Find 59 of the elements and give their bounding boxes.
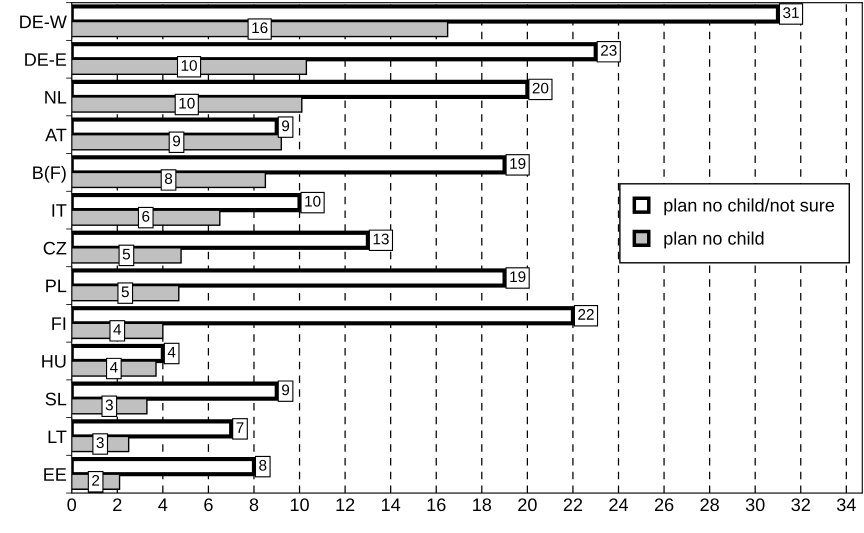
data-label: 13: [374, 234, 389, 244]
x-tick-label: 16: [428, 498, 446, 512]
x-tick-label: 20: [518, 498, 537, 512]
y-tick-label: DE-E: [25, 53, 66, 66]
x-tick-label: 4: [158, 498, 168, 511]
y-tick-label: EE: [44, 468, 66, 481]
x-tick-label: 10: [290, 498, 309, 512]
y-tick-label: FI: [52, 317, 66, 330]
data-label: 10: [179, 98, 195, 109]
data-label: 22: [578, 309, 594, 320]
y-tick-label: B(F): [33, 166, 66, 183]
x-tick-label: 30: [746, 498, 765, 512]
x-tick-label: 24: [609, 498, 628, 511]
x-tick-label: 26: [654, 498, 674, 512]
x-tick-label: 34: [836, 498, 856, 512]
data-label: 9: [282, 120, 290, 132]
x-tick-label: 8: [250, 498, 258, 512]
y-tick-label: LT: [48, 430, 66, 443]
data-label: 19: [510, 271, 526, 282]
legend-label: plan no child: [664, 232, 764, 248]
data-label: 10: [182, 60, 197, 71]
y-tick-label: AT: [45, 128, 66, 142]
y-tick-label: DE-W: [20, 16, 67, 28]
data-label: 2: [92, 474, 100, 486]
x-tick-label: 18: [473, 498, 492, 512]
data-label: 23: [601, 44, 617, 56]
data-label: 7: [236, 422, 244, 433]
data-label: 9: [172, 136, 180, 146]
y-tick-label: PL: [46, 280, 66, 292]
data-label: 16: [252, 22, 268, 34]
y-tick-label: HU: [42, 355, 66, 368]
data-label: 19: [510, 158, 526, 169]
x-tick-label: 28: [700, 498, 719, 512]
data-label: 3: [96, 437, 104, 448]
data-label: 4: [168, 346, 176, 358]
data-label: 20: [532, 82, 548, 94]
x-tick-label: 0: [67, 498, 76, 512]
legend-label: plan no child/not sure: [664, 198, 834, 216]
x-tick-label: 12: [336, 498, 354, 511]
y-tick-label: IT: [52, 204, 66, 217]
data-label: 3: [106, 400, 113, 410]
data-label: 10: [305, 196, 320, 207]
data-label: 8: [259, 460, 266, 471]
x-tick-label: 6: [204, 498, 213, 512]
data-label: 5: [122, 286, 129, 298]
data-label: 4: [113, 324, 122, 335]
x-tick-label: 32: [791, 498, 810, 512]
x-tick-label: 2: [113, 498, 122, 511]
data-label: 31: [783, 7, 799, 18]
y-tick-label: SL: [46, 392, 66, 406]
data-label: 8: [164, 173, 172, 184]
x-tick-label: 14: [382, 498, 400, 511]
data-label: 6: [142, 210, 150, 222]
data-label: 5: [122, 248, 130, 260]
x-tick-label: 22: [564, 498, 582, 511]
y-tick-label: CZ: [44, 242, 66, 255]
data-label: 9: [282, 384, 290, 396]
y-tick-label: NL: [45, 91, 66, 104]
data-label: 4: [110, 362, 118, 372]
